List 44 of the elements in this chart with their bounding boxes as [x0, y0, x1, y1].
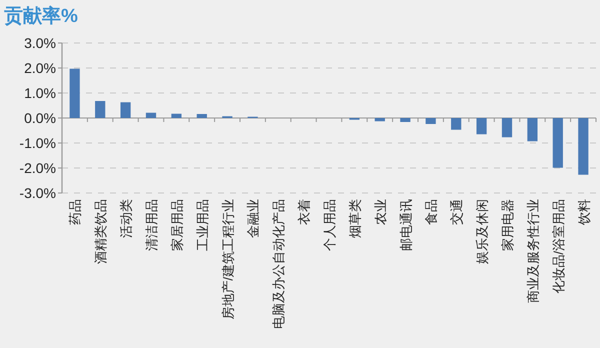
x-tick-label: 家居用品 [169, 199, 184, 251]
y-tick-label: 0.0% [24, 110, 56, 126]
x-tick-label: 电脑及办公自动化产品 [271, 199, 286, 329]
x-tick-label: 药品 [68, 199, 83, 225]
bar [400, 118, 410, 122]
x-tick-label: 饮料 [576, 199, 592, 226]
bar [196, 114, 207, 118]
bar [476, 118, 487, 134]
bar [70, 68, 80, 118]
bar [146, 112, 156, 118]
x-tick-label: 清洁用品 [144, 199, 159, 251]
x-tick-label: 烟草类 [347, 199, 362, 238]
bar [374, 118, 385, 122]
x-tick-label: 工业用品 [194, 199, 210, 251]
x-tick-label: 酒精类饮品 [93, 199, 108, 264]
x-tick-label: 衣着 [296, 199, 312, 225]
y-tick-label: 1.0% [24, 85, 56, 101]
chart-title: 贡献率% [4, 5, 78, 27]
x-tick-label: 邮电通讯 [398, 199, 414, 251]
x-tick-label: 娱乐及休闲 [474, 199, 490, 264]
y-tick-label: 2.0% [24, 60, 56, 76]
bar [120, 102, 131, 118]
x-tick-label: 食品 [424, 199, 439, 225]
bar [95, 101, 106, 118]
x-tick-label: 化妆品/浴室用品 [550, 199, 566, 294]
x-tick-label: 商业及服务性行业 [525, 199, 540, 303]
x-tick-label: 家用电器 [500, 199, 515, 251]
y-tick-label: -2.0% [19, 160, 56, 176]
x-tick-label: 农业 [372, 199, 388, 225]
x-tick-label: 交通 [449, 199, 464, 225]
bar [502, 118, 512, 138]
x-tick-label: 房地产/建筑工程行业 [220, 199, 236, 320]
bar [451, 118, 462, 130]
x-tick-label: 金融业 [246, 199, 261, 238]
bar [578, 118, 588, 175]
bar [527, 118, 538, 142]
y-tick-label: 3.0% [24, 35, 56, 51]
y-tick-label: -3.0% [19, 185, 56, 201]
bar [552, 118, 563, 168]
x-tick-label: 个人用品 [322, 199, 337, 251]
bar [171, 114, 182, 118]
bar [426, 118, 436, 124]
x-tick-label: 活动类 [118, 199, 134, 238]
y-tick-label: -1.0% [19, 135, 56, 151]
